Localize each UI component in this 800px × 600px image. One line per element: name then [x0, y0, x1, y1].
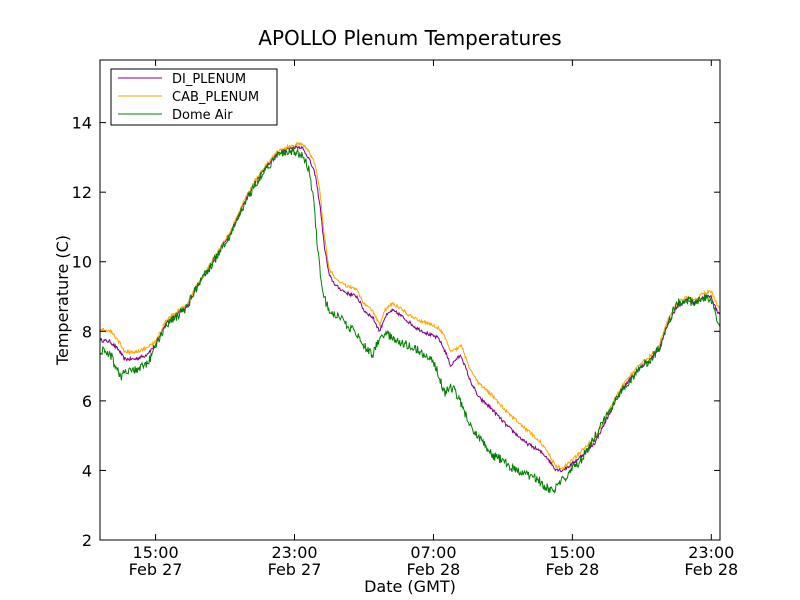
- x-tick-date: Feb 28: [407, 560, 461, 579]
- x-tick-date: Feb 27: [129, 560, 183, 579]
- y-tick-label: 8: [82, 322, 92, 341]
- plot-frame: [99, 59, 721, 541]
- x-axis-label: Date (GMT): [364, 577, 456, 596]
- y-tick-label: 10: [72, 253, 92, 272]
- x-tick-date: Feb 27: [268, 560, 322, 579]
- y-tick-label: 4: [82, 461, 92, 480]
- plot-series: [100, 141, 720, 494]
- y-tick-label: 6: [82, 392, 92, 411]
- x-tick-time: 23:00: [688, 543, 734, 562]
- legend-label: Dome Air: [172, 108, 233, 123]
- legend-label: CAB_PLENUM: [172, 90, 259, 105]
- legend-box: [110, 68, 278, 126]
- x-tick-time: 23:00: [271, 543, 317, 562]
- y-tick-label: 2: [82, 531, 92, 550]
- y-axis: 2 4 6 8 10 12 14: [72, 114, 720, 550]
- x-tick-time: 07:00: [410, 543, 456, 562]
- y-tick-label: 12: [72, 183, 92, 202]
- y-tick-label: 14: [72, 114, 92, 133]
- series-line-cab-plenum: [100, 141, 720, 471]
- chart-title: APOLLO Plenum Temperatures: [258, 26, 561, 50]
- legend: DI_PLENUM CAB_PLENUM Dome Air: [110, 68, 278, 126]
- series-line-dome-air: [100, 147, 720, 494]
- series-line-di-plenum: [100, 144, 720, 473]
- legend-label: DI_PLENUM: [172, 72, 246, 87]
- x-tick-time: 15:00: [133, 543, 179, 562]
- y-axis-label: Temperature (C): [53, 235, 72, 366]
- x-tick-date: Feb 28: [545, 560, 599, 579]
- x-tick-date: Feb 28: [684, 560, 738, 579]
- x-tick-time: 15:00: [549, 543, 595, 562]
